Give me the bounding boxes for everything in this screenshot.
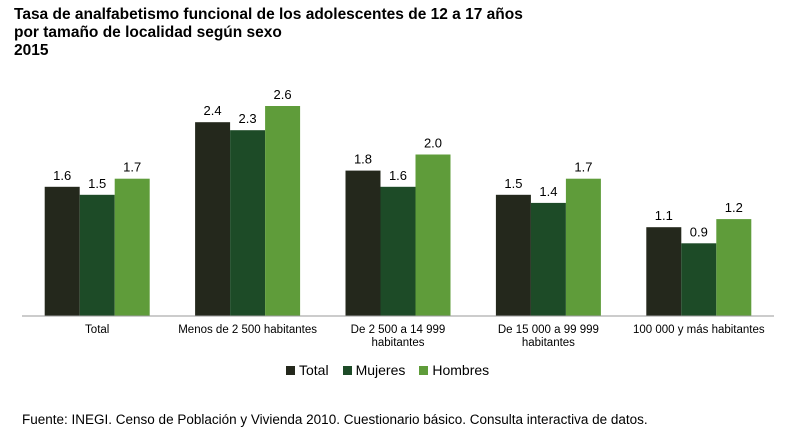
source-note: Fuente: INEGI. Censo de Población y Vivi… — [22, 412, 648, 427]
legend-label-hombres: Hombres — [432, 362, 490, 378]
chart-legend: Total Mujeres Hombres — [286, 362, 503, 378]
bar-total-2 — [345, 170, 381, 316]
bar-hombres-4 — [716, 219, 752, 316]
data-label-hombres-4: 1.2 — [725, 200, 743, 215]
x-tick-label-3-1: habitantes — [522, 337, 575, 349]
data-label-mujeres-0: 1.5 — [88, 176, 106, 191]
chart-title: Tasa de analfabetismo funcional de los a… — [14, 6, 523, 60]
legend-item-hombres: Hombres — [419, 362, 489, 378]
data-label-total-1: 2.4 — [204, 103, 222, 118]
x-tick-label-2-0: De 2 500 a 14 999 — [351, 324, 446, 336]
data-label-mujeres-2: 1.6 — [389, 168, 407, 183]
legend-label-total: Total — [299, 362, 329, 378]
legend-swatch-total — [286, 365, 295, 375]
data-label-total-4: 1.1 — [655, 208, 673, 223]
bar-mujeres-3 — [530, 202, 566, 316]
bar-total-4 — [646, 227, 682, 316]
data-label-hombres-1: 2.6 — [274, 87, 292, 102]
bar-mujeres-4 — [681, 243, 717, 316]
legend-swatch-hombres — [419, 365, 429, 375]
x-tick-label-2-1: habitantes — [371, 337, 424, 349]
legend-item-total: Total — [286, 362, 329, 378]
data-label-hombres-2: 2.0 — [424, 136, 442, 151]
chart-title-line-3: 2015 — [14, 42, 49, 59]
bar-total-0 — [44, 186, 80, 316]
legend-label-mujeres: Mujeres — [355, 362, 406, 378]
data-label-mujeres-3: 1.4 — [539, 184, 557, 199]
data-label-total-3: 1.5 — [504, 176, 522, 191]
x-tick-label-0-0: Total — [85, 324, 109, 336]
data-label-hombres-3: 1.7 — [574, 160, 592, 175]
x-tick-label-3-0: De 15 000 a 99 999 — [498, 324, 599, 336]
bar-total-3 — [495, 194, 531, 316]
bar-mujeres-0 — [79, 194, 115, 316]
bar-chart: 1.6 1.5 1.7 Total 2.4 2.3 2.6 Menos de 2 500 ha… — [22, 87, 774, 349]
x-tick-label-4-0: 100 000 y más habitantes — [633, 324, 765, 336]
legend-swatch-mujeres — [342, 365, 352, 375]
chart-title-line-2: por tamaño de localidad según sexo — [14, 24, 282, 41]
bar-hombres-3 — [565, 178, 601, 316]
bar-mujeres-2 — [380, 186, 416, 316]
chart-title-line-1: Tasa de analfabetismo funcional de los a… — [14, 6, 523, 23]
bar-total-1 — [195, 122, 231, 316]
data-label-total-2: 1.8 — [354, 152, 372, 167]
x-tick-label-1-0: Menos de 2 500 habitantes — [178, 324, 317, 336]
legend-item-mujeres: Mujeres — [342, 362, 406, 378]
data-label-mujeres-1: 2.3 — [239, 111, 257, 126]
bar-mujeres-1 — [230, 130, 266, 316]
data-label-total-0: 1.6 — [53, 168, 71, 183]
bar-hombres-2 — [415, 154, 451, 316]
bar-hombres-1 — [265, 106, 301, 316]
data-label-hombres-0: 1.7 — [123, 160, 141, 175]
bar-hombres-0 — [114, 178, 150, 316]
data-label-mujeres-4: 0.9 — [690, 224, 708, 239]
